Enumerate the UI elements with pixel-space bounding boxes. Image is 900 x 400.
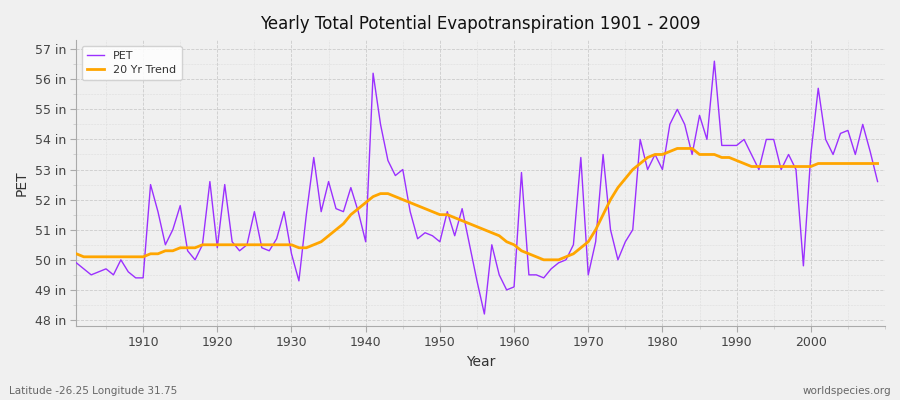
Y-axis label: PET: PET [15,170,29,196]
PET [71,260,82,265]
PET [338,209,349,214]
20 Yr Trend [501,239,512,244]
PET [293,278,304,283]
20 Yr Trend [508,242,519,247]
20 Yr Trend [605,197,616,202]
Legend: PET, 20 Yr Trend: PET, 20 Yr Trend [82,46,182,80]
Text: worldspecies.org: worldspecies.org [803,386,891,396]
20 Yr Trend [293,245,304,250]
PET [479,312,490,316]
PET [508,284,519,289]
20 Yr Trend [672,146,683,151]
Line: 20 Yr Trend: 20 Yr Trend [76,148,878,260]
20 Yr Trend [130,254,141,259]
PET [605,227,616,232]
20 Yr Trend [338,221,349,226]
20 Yr Trend [538,258,549,262]
Line: PET: PET [76,61,878,314]
X-axis label: Year: Year [466,355,495,369]
PET [516,170,526,175]
PET [709,59,720,64]
20 Yr Trend [872,161,883,166]
20 Yr Trend [71,251,82,256]
PET [130,276,141,280]
Title: Yearly Total Potential Evapotranspiration 1901 - 2009: Yearly Total Potential Evapotranspiratio… [260,15,701,33]
Text: Latitude -26.25 Longitude 31.75: Latitude -26.25 Longitude 31.75 [9,386,177,396]
PET [872,179,883,184]
